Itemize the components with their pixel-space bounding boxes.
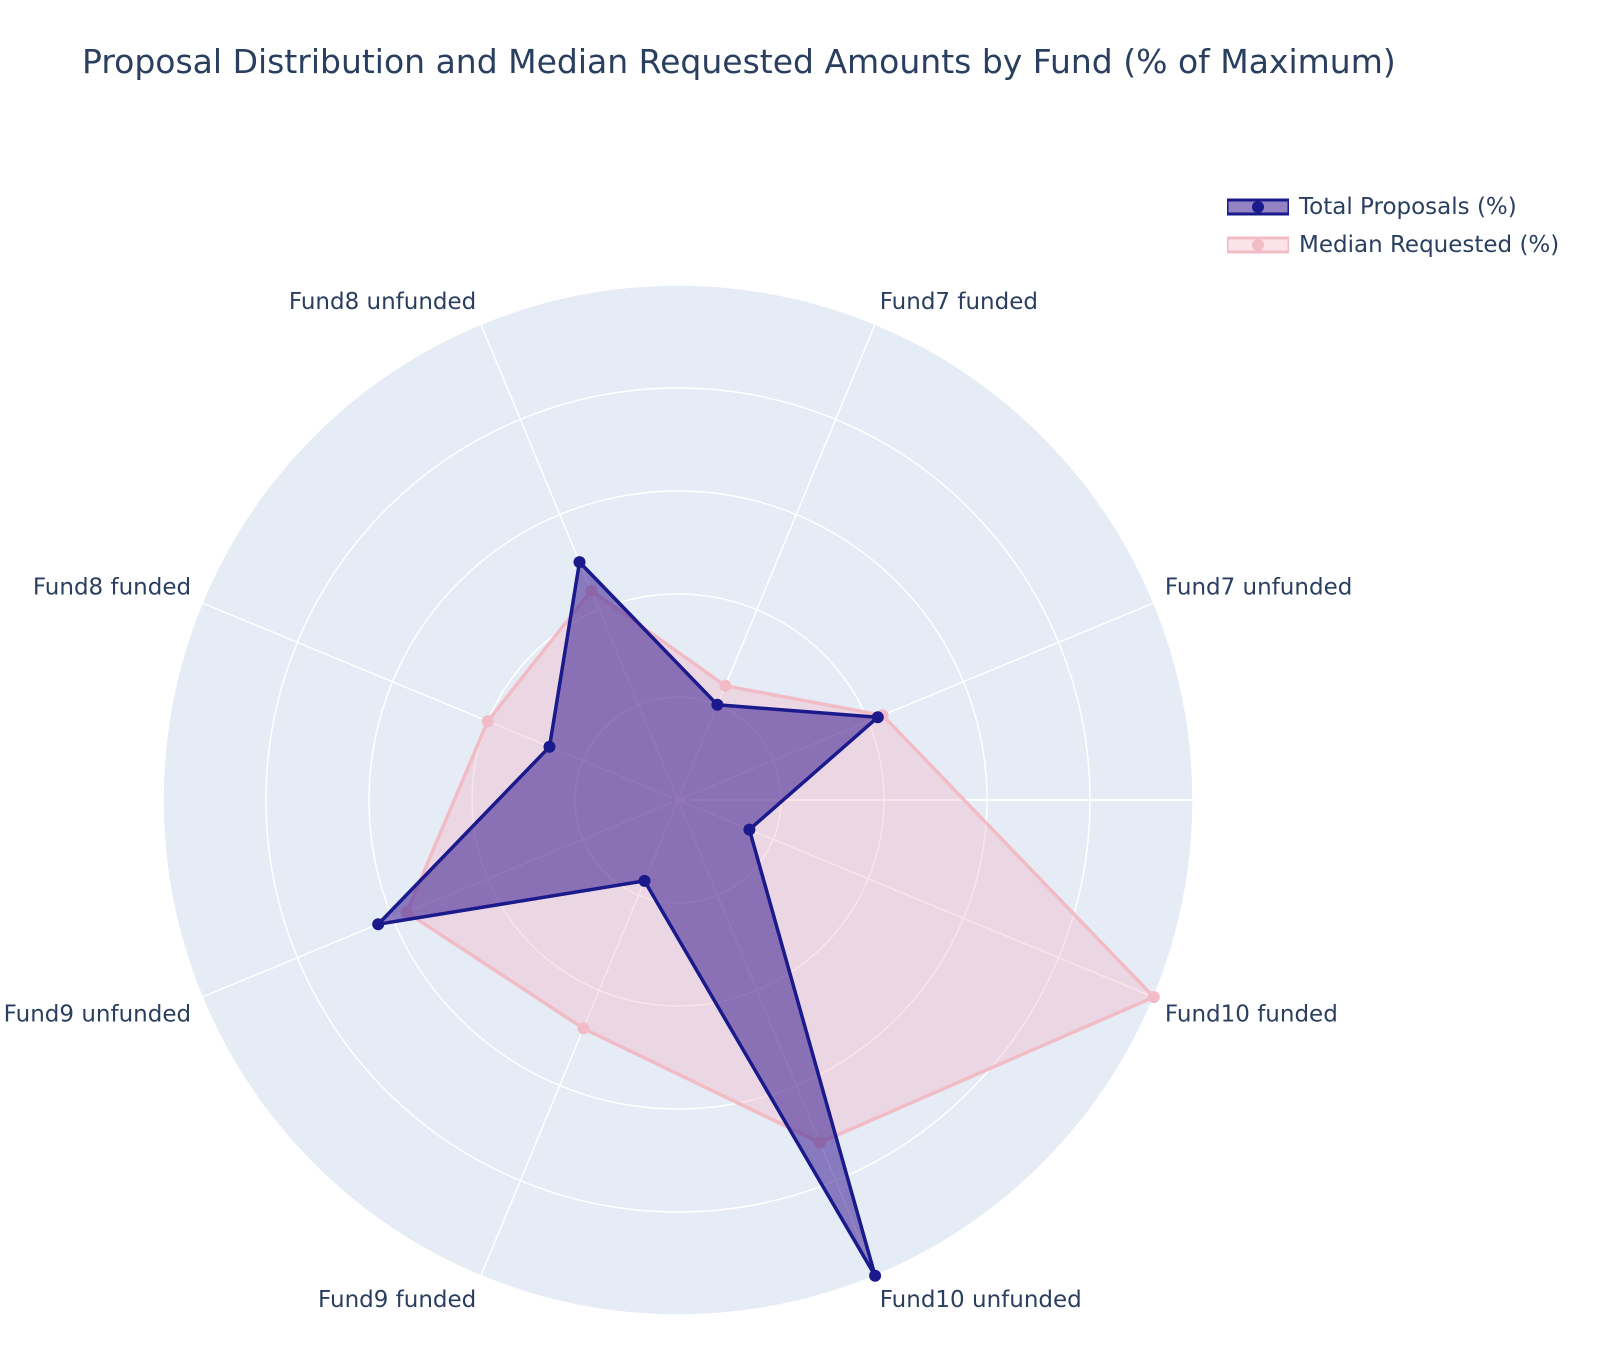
category-label: Fund10 funded (1165, 1002, 1338, 1028)
legend-swatch-median-requested (1227, 232, 1289, 258)
legend-item-median-requested[interactable]: Median Requested (%) (1227, 226, 1559, 264)
category-label: Fund7 unfunded (1165, 574, 1352, 600)
category-label: Fund10 unfunded (880, 1287, 1082, 1313)
data-point-total-proposals (711, 698, 724, 711)
data-point-total-proposals (743, 823, 756, 836)
legend-item-total-proposals[interactable]: Total Proposals (%) (1227, 188, 1559, 226)
data-point-median-requested (719, 679, 732, 692)
series-layer (372, 556, 1160, 1282)
chart-title: Proposal Distribution and Median Request… (82, 42, 1396, 81)
category-label: Fund7 funded (880, 289, 1038, 315)
data-point-total-proposals (871, 711, 884, 724)
data-point-median-requested (577, 1022, 590, 1035)
legend-swatch-total-proposals (1227, 194, 1289, 220)
category-labels: Fund10 funded Fund10 unfunded Fund9 funded… (4, 289, 1353, 1313)
legend-label-median-requested: Median Requested (%) (1299, 232, 1560, 258)
angular-gridline (677, 799, 1155, 998)
category-label: Fund9 funded (318, 1287, 476, 1313)
category-label: Fund8 funded (33, 574, 191, 600)
legend[interactable]: Total Proposals (%) Median Requested (%) (1227, 188, 1559, 264)
data-point-total-proposals (869, 1269, 882, 1282)
data-point-median-requested (1147, 991, 1160, 1004)
data-point-total-proposals (372, 918, 385, 931)
category-label: Fund9 unfunded (4, 1002, 191, 1028)
category-label: Fund8 unfunded (289, 289, 476, 315)
data-point-median-requested (481, 715, 494, 728)
legend-label-total-proposals: Total Proposals (%) (1299, 194, 1517, 220)
data-point-total-proposals (573, 556, 586, 569)
data-point-total-proposals (638, 874, 651, 887)
data-point-total-proposals (543, 740, 556, 753)
